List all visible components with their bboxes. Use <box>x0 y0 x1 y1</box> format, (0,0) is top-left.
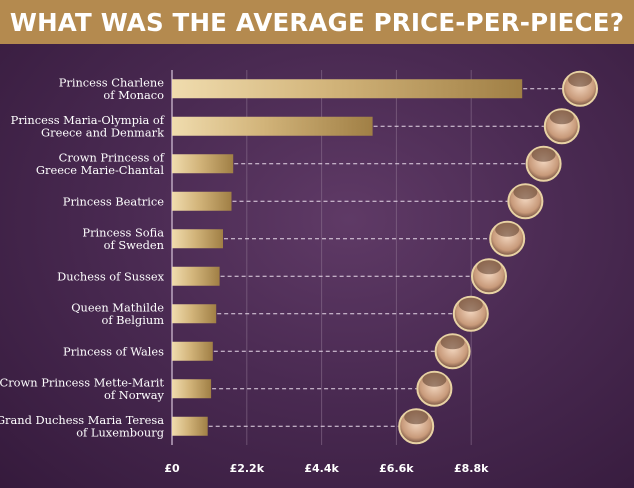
bar <box>172 379 212 399</box>
category-label: Crown Princess of Greece Marie-Chantal <box>36 151 165 178</box>
category-label: Crown Princess Mette-Marit of Norway <box>0 376 165 403</box>
bar <box>172 116 373 136</box>
portrait-hair-icon <box>513 185 538 200</box>
category-label: Queen Mathilde of Belgium <box>71 301 164 328</box>
bar <box>172 341 213 361</box>
x-tick-label: £0 <box>164 462 180 475</box>
chart-title: WHAT WAS THE AVERAGE PRICE-PER-PIECE? <box>9 7 625 37</box>
portrait-hair-icon <box>568 72 592 87</box>
x-tick-label: £6.6k <box>379 462 414 475</box>
category-label: Princess Beatrice <box>63 194 164 208</box>
portrait-hair-icon <box>531 147 556 162</box>
portrait-hair-icon <box>404 410 429 425</box>
x-tick-label: £8.8k <box>454 462 489 475</box>
category-label: Duchess of Sussex <box>57 269 165 283</box>
portrait-hair-icon <box>495 222 520 237</box>
bar <box>172 304 217 324</box>
x-tick-label: £4.4k <box>304 462 339 475</box>
bar <box>172 191 232 211</box>
bar <box>172 229 223 249</box>
portrait-hair-icon <box>477 260 501 275</box>
bar <box>172 79 523 99</box>
portrait-hair-icon <box>549 110 574 125</box>
category-label: Princess Sofia of Sweden <box>82 226 164 253</box>
bar <box>172 416 208 436</box>
category-label: Princess Charlene of Monaco <box>59 76 165 103</box>
category-label: Princess of Wales <box>63 344 164 358</box>
category-label: Grand Duchess Maria Teresa of Luxembourg <box>0 413 164 440</box>
portrait-hair-icon <box>422 372 447 387</box>
category-label: Princess Maria-Olympia of Greece and Denm… <box>11 113 165 140</box>
bar <box>172 266 220 286</box>
title-bar: WHAT WAS THE AVERAGE PRICE-PER-PIECE? <box>0 0 634 44</box>
portrait-hair-icon <box>440 335 465 350</box>
bar <box>172 154 234 174</box>
portrait-hair-icon <box>458 297 483 312</box>
x-tick-label: £2.2k <box>230 462 265 475</box>
